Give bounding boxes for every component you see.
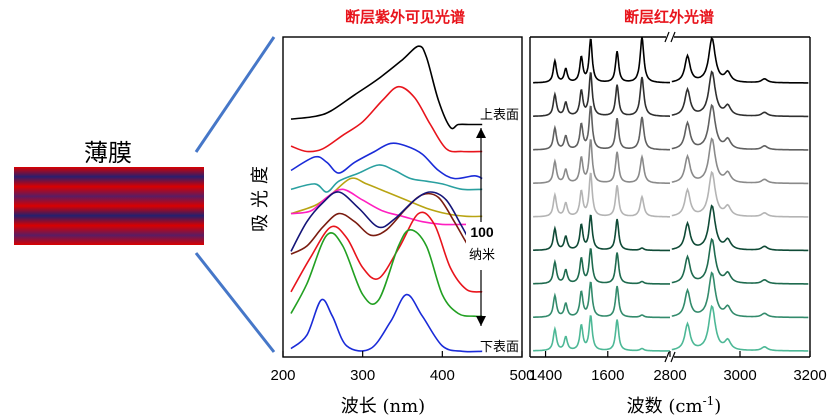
ir-series-7-fingerprint <box>533 248 670 285</box>
ir-spectra <box>533 36 809 352</box>
thickness-value: 100 <box>470 224 494 240</box>
uvvis-tick-label: 200 <box>270 367 295 384</box>
thickness-arrow-up <box>476 128 486 138</box>
uvvis-series-8 <box>290 191 483 255</box>
ir-series-7-ch-stretch <box>671 237 809 285</box>
annotation-top-surface: 上表面 <box>480 108 519 123</box>
ir-series-6-fingerprint <box>533 214 670 252</box>
uvvis-y-axis-label: 吸光度 <box>250 160 271 232</box>
uvvis-tick-label: 300 <box>350 367 375 384</box>
film-label: 薄膜 <box>84 139 132 167</box>
ir-break-mark <box>670 351 676 363</box>
zoom-line-top <box>194 36 276 153</box>
thickness-arrow-down <box>476 316 486 326</box>
zoom-line-bottom <box>194 252 276 353</box>
ir-series-8-ch-stretch <box>671 271 809 319</box>
ir-break-mark <box>664 351 670 363</box>
uvvis-spectra <box>290 45 483 353</box>
uvvis-series-1 <box>290 45 483 130</box>
ir-series-2-fingerprint <box>533 72 670 117</box>
ir-break-gap <box>666 32 674 42</box>
ir-series-5-ch-stretch <box>671 170 809 218</box>
uvvis-x-ticks: 200 300 400 500 <box>270 351 535 384</box>
ir-series-6-ch-stretch <box>671 204 809 252</box>
uvvis-plot-frame <box>282 36 523 358</box>
uvvis-series-6 <box>290 188 483 226</box>
film-layers <box>14 167 204 245</box>
ir-plot-frame <box>529 31 811 363</box>
ir-series-4-fingerprint <box>533 139 671 185</box>
ir-title: 断层红外光谱 <box>624 8 714 26</box>
uvvis-series-3 <box>290 142 483 180</box>
ir-series-3-fingerprint <box>533 105 670 151</box>
ir-series-4-ch-stretch <box>671 137 809 185</box>
ir-tick-label: 3200 <box>793 367 826 384</box>
ir-tick-label: 2800 <box>653 367 686 384</box>
ir-series-3-ch-stretch <box>671 103 809 151</box>
ir-series-5-fingerprint <box>533 172 670 218</box>
ir-tick-label: 1600 <box>591 367 624 384</box>
uvvis-x-axis-label: 波长 (nm) <box>341 396 425 417</box>
ir-series-1-ch-stretch <box>671 36 809 84</box>
ir-break-mark <box>670 31 676 43</box>
uvvis-frame-rect <box>282 36 523 358</box>
thickness-label-bg <box>466 222 496 270</box>
ir-break-mark <box>664 31 670 43</box>
ir-tick-label: 1400 <box>529 367 562 384</box>
ir-series-9-fingerprint <box>533 315 670 352</box>
uvvis-series-11 <box>290 293 483 353</box>
ir-x-axis-label: 波数 (cm-1) <box>627 394 722 417</box>
uvvis-series-10 <box>290 228 483 318</box>
ir-series-8-fingerprint <box>533 281 670 319</box>
uvvis-series-9 <box>290 211 483 293</box>
ir-series-9-ch-stretch <box>671 304 809 352</box>
uvvis-tick-label: 400 <box>430 367 455 384</box>
film-layer-stack <box>14 167 204 245</box>
ir-series-2-ch-stretch <box>671 70 809 118</box>
uvvis-series-7 <box>290 192 483 261</box>
thickness-unit: 纳米 <box>469 248 495 263</box>
uvvis-tick-label: 500 <box>509 367 534 384</box>
annotation-bottom-surface: 下表面 <box>480 340 519 355</box>
ir-series-1-fingerprint <box>533 36 670 84</box>
ir-x-ticks: 1400 1600 2800 3000 3200 <box>529 351 827 384</box>
uvvis-series-4 <box>290 164 483 193</box>
ir-tick-label: 3000 <box>723 367 756 384</box>
uvvis-title: 断层紫外可见光谱 <box>345 8 465 26</box>
uvvis-series-2 <box>290 85 483 153</box>
